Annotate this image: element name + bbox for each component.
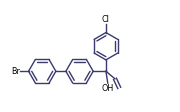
Text: OH: OH	[102, 84, 114, 93]
Text: Br: Br	[11, 67, 20, 76]
Text: Cl: Cl	[102, 15, 110, 24]
